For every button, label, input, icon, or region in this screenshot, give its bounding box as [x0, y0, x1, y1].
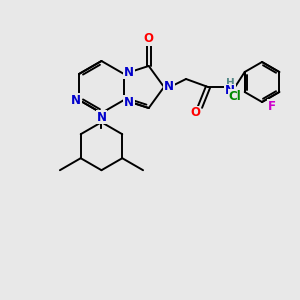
Text: N: N [71, 94, 81, 106]
Text: O: O [190, 106, 200, 119]
Text: N: N [124, 95, 134, 109]
Text: N: N [97, 111, 106, 124]
Text: N: N [124, 65, 134, 79]
Text: Cl: Cl [228, 89, 241, 103]
Text: F: F [268, 100, 276, 112]
Text: O: O [144, 32, 154, 46]
Text: H: H [226, 78, 234, 88]
Text: N: N [225, 85, 235, 98]
Text: N: N [164, 80, 174, 94]
